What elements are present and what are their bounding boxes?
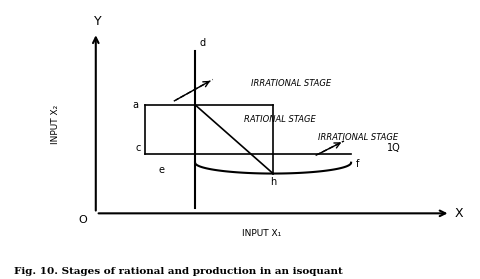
Text: Y: Y [94,15,102,28]
Text: INPUT X₂: INPUT X₂ [51,104,60,144]
Text: e: e [158,165,165,175]
Text: INPUT X₁: INPUT X₁ [242,229,281,238]
Text: a: a [132,100,139,110]
Text: Fig. 10. Stages of rational and production in an isoquant: Fig. 10. Stages of rational and producti… [14,267,343,276]
Text: IRRATIONAL STAGE: IRRATIONAL STAGE [251,79,331,88]
Text: X: X [455,207,464,220]
Text: RATIONAL STAGE: RATIONAL STAGE [244,115,316,124]
Text: d: d [200,38,205,48]
Text: 1Q: 1Q [386,143,400,153]
Text: O: O [78,215,87,225]
Text: f: f [356,160,359,170]
Text: c: c [135,143,141,153]
Text: h: h [270,177,276,187]
Text: IRRATIONAL STAGE: IRRATIONAL STAGE [318,133,398,142]
